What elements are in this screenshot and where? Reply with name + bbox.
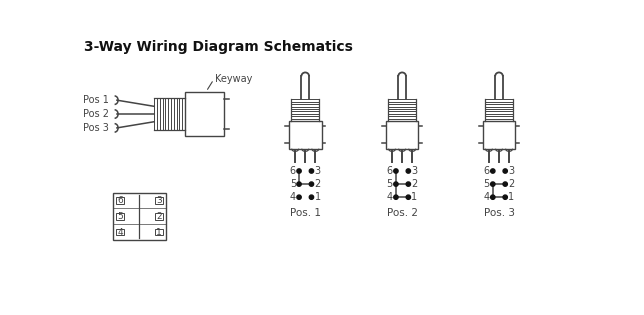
Text: 4: 4 — [117, 228, 123, 237]
Text: Pos. 2: Pos. 2 — [386, 208, 417, 218]
Text: 3: 3 — [314, 166, 321, 176]
Circle shape — [297, 195, 301, 199]
Text: 1: 1 — [314, 192, 321, 202]
Text: 5: 5 — [117, 212, 123, 221]
Text: 3: 3 — [156, 196, 162, 205]
Circle shape — [406, 182, 410, 186]
Circle shape — [491, 169, 495, 173]
Text: 5: 5 — [484, 179, 489, 189]
Bar — [185, 92, 224, 136]
Text: Pos 3: Pos 3 — [83, 123, 109, 133]
Bar — [116, 229, 124, 235]
Circle shape — [491, 195, 495, 199]
Circle shape — [393, 195, 398, 199]
Circle shape — [309, 195, 314, 199]
Text: 3: 3 — [412, 166, 417, 176]
Text: 4: 4 — [386, 192, 393, 202]
Bar — [386, 121, 419, 149]
Text: 1: 1 — [508, 192, 515, 202]
Bar — [483, 121, 515, 149]
Circle shape — [406, 169, 410, 173]
Text: 1: 1 — [412, 192, 417, 202]
Circle shape — [309, 169, 314, 173]
Text: 3-Way Wiring Diagram Schematics: 3-Way Wiring Diagram Schematics — [84, 40, 352, 54]
Circle shape — [309, 182, 314, 186]
Text: 6: 6 — [290, 166, 296, 176]
Circle shape — [503, 169, 507, 173]
Text: Pos 1: Pos 1 — [83, 95, 109, 105]
Circle shape — [393, 169, 398, 173]
Text: 2: 2 — [508, 179, 515, 189]
Bar — [155, 229, 163, 235]
Bar — [116, 213, 124, 220]
Circle shape — [297, 182, 301, 186]
Circle shape — [503, 182, 507, 186]
Text: 6: 6 — [386, 166, 393, 176]
Circle shape — [297, 169, 301, 173]
Bar — [116, 198, 124, 203]
Text: 5: 5 — [290, 179, 296, 189]
Text: 2: 2 — [412, 179, 418, 189]
Bar — [289, 121, 321, 149]
Bar — [155, 213, 163, 220]
Text: 6: 6 — [484, 166, 489, 176]
Text: 2: 2 — [156, 212, 162, 221]
Text: 4: 4 — [484, 192, 489, 202]
Text: 5: 5 — [386, 179, 393, 189]
Text: 4: 4 — [290, 192, 296, 202]
Text: Pos. 1: Pos. 1 — [290, 208, 321, 218]
Text: 2: 2 — [314, 179, 321, 189]
Text: Keyway: Keyway — [215, 74, 252, 84]
Text: Pos. 3: Pos. 3 — [484, 208, 515, 218]
Circle shape — [491, 182, 495, 186]
Circle shape — [393, 182, 398, 186]
Text: 3: 3 — [508, 166, 515, 176]
Circle shape — [503, 195, 507, 199]
Text: 1: 1 — [156, 228, 162, 237]
Circle shape — [406, 195, 410, 199]
Bar — [113, 192, 166, 240]
Text: 6: 6 — [117, 196, 123, 205]
Text: Pos 2: Pos 2 — [83, 109, 109, 119]
Bar — [155, 198, 163, 203]
